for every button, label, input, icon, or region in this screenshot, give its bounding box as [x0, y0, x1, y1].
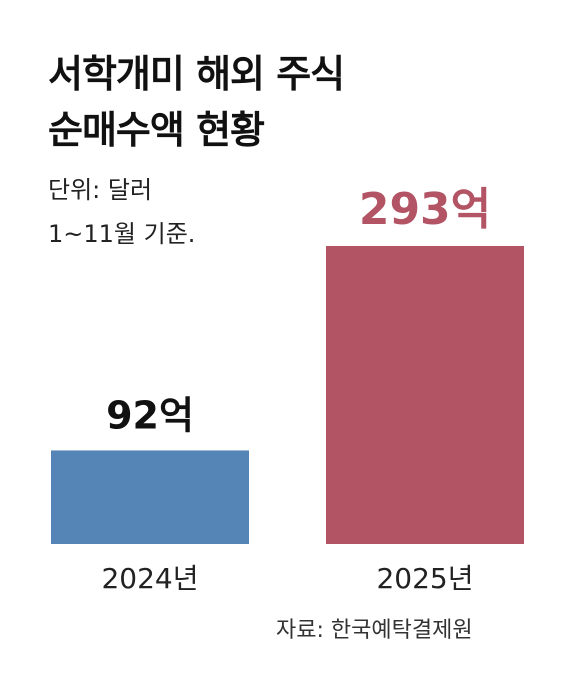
bar-value-label: 293억 — [359, 184, 491, 235]
x-tick-label: 2025년 — [376, 562, 473, 595]
bar-value-label: 92억 — [106, 393, 194, 437]
x-tick-label: 2024년 — [101, 562, 198, 595]
bar-2025년 — [326, 246, 524, 544]
bar-2024년 — [51, 450, 249, 544]
chart-title: 서학개미 해외 주식 순매수액 현황 — [48, 46, 508, 158]
unit-note-line-1: 단위: 달러 — [48, 176, 153, 204]
chart-title-line-2: 순매수액 현황 — [48, 108, 265, 152]
unit-note-line-2: 1~11월 기준. — [48, 220, 196, 248]
chart-title-line-1: 서학개미 해외 주식 — [48, 52, 345, 96]
unit-note: 단위: 달러 1~11월 기준. — [48, 168, 195, 256]
source-note: 자료: 한국예탁결제원 — [276, 618, 473, 643]
